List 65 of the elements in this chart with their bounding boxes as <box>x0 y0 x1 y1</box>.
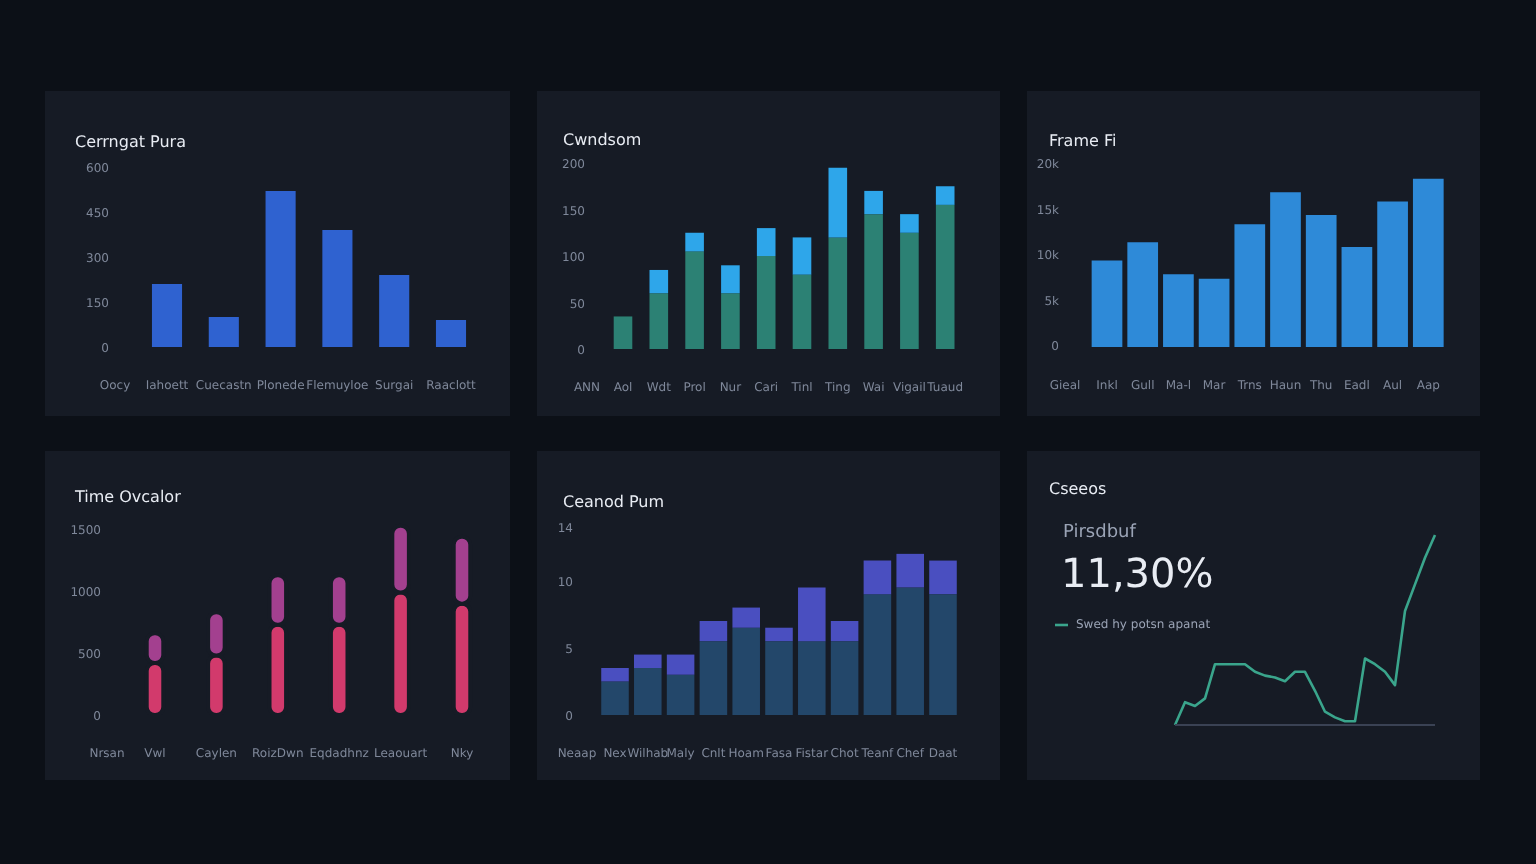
bar <box>798 587 826 642</box>
bar <box>699 641 728 715</box>
bar <box>900 214 919 233</box>
annotation: 11,30% <box>1061 549 1214 597</box>
bar <box>732 607 760 628</box>
bar <box>864 214 883 349</box>
bar <box>1341 246 1373 347</box>
bar <box>756 256 776 349</box>
bar <box>756 228 776 256</box>
bar <box>1234 224 1266 347</box>
bar <box>765 627 793 642</box>
bar <box>151 284 183 347</box>
bar <box>666 654 695 675</box>
chart-title: Cerrngat Pura <box>75 133 187 151</box>
chart-title: Cseeos <box>1049 480 1107 498</box>
bar <box>896 587 924 715</box>
bar <box>322 230 353 347</box>
bar <box>929 594 957 715</box>
bar <box>828 167 848 238</box>
bar <box>935 204 955 349</box>
bar <box>1091 260 1123 347</box>
bar <box>208 317 239 347</box>
bar <box>863 594 892 715</box>
bar <box>798 641 826 715</box>
bar <box>864 190 883 215</box>
bar <box>265 191 296 347</box>
bar <box>1305 215 1337 347</box>
chart-title: Time Ovcalor <box>73 488 183 506</box>
chart-subtitle: Pirsdbuf <box>1063 523 1138 543</box>
bar <box>649 269 669 294</box>
bar <box>601 681 629 715</box>
bar <box>601 668 629 682</box>
bar <box>699 621 728 642</box>
bar <box>649 293 669 349</box>
bar <box>685 251 704 349</box>
bar <box>896 553 924 588</box>
bar <box>732 627 760 715</box>
bar <box>1270 192 1301 347</box>
bar <box>634 654 662 668</box>
bar <box>379 275 410 347</box>
bar <box>435 320 467 347</box>
bar <box>1163 274 1194 347</box>
bar <box>634 668 662 715</box>
bar <box>900 232 919 349</box>
bar <box>721 293 740 349</box>
bar <box>830 621 859 642</box>
bar <box>830 641 859 715</box>
bar <box>1412 178 1444 347</box>
bar <box>1377 201 1408 347</box>
chart-title: Cwndsom <box>563 131 642 149</box>
bar <box>666 674 695 715</box>
chart-title: Frame Fi <box>1049 132 1117 150</box>
bar <box>828 237 848 349</box>
bar <box>721 265 740 294</box>
bar <box>792 237 812 275</box>
bar <box>929 560 957 595</box>
chart-title: Ceanod Pum <box>563 493 665 511</box>
bar <box>1198 278 1230 347</box>
bar <box>863 560 892 595</box>
bar <box>792 274 812 349</box>
bar <box>613 316 633 349</box>
bar <box>935 186 955 205</box>
bar <box>685 232 704 252</box>
bar <box>765 641 793 715</box>
bar <box>1127 242 1159 347</box>
